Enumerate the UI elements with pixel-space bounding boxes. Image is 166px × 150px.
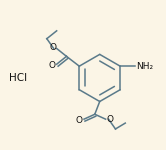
Text: HCl: HCl xyxy=(9,73,27,83)
Text: O: O xyxy=(49,43,56,52)
Text: O: O xyxy=(106,115,113,124)
Text: O: O xyxy=(48,61,55,70)
Text: O: O xyxy=(76,116,83,125)
Text: NH₂: NH₂ xyxy=(136,62,153,71)
